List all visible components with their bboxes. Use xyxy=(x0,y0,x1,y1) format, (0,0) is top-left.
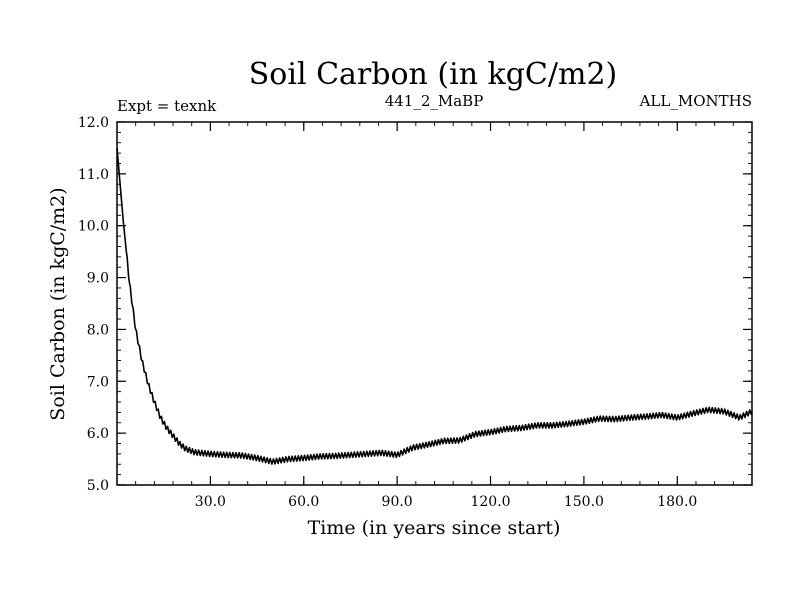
y-axis: 5.0 6.0 7.0 8.0 9.0 10.0 11.0 12.0 xyxy=(78,115,752,494)
y-tick-label: 10.0 xyxy=(78,219,109,235)
y-tick-label: 8.0 xyxy=(87,322,109,338)
soil-carbon-series-line xyxy=(116,147,753,465)
x-axis: 30.0 60.0 90.0 120.0 150.0 180.0 xyxy=(135,122,753,510)
y-axis-label: Soil Carbon (in kgC/m2) xyxy=(47,187,69,420)
y-tick-label: 7.0 xyxy=(87,374,109,390)
chart-title: Soil Carbon (in kgC/m2) xyxy=(249,57,617,92)
x-tick-label: 90.0 xyxy=(382,494,413,510)
x-axis-label: Time (in years since start) xyxy=(308,517,561,539)
period-label: 441_2_MaBP xyxy=(385,92,484,110)
y-tick-label: 11.0 xyxy=(78,167,109,183)
plot-frame xyxy=(116,121,753,486)
x-tick-label: 60.0 xyxy=(288,494,319,510)
y-tick-label: 6.0 xyxy=(87,426,109,442)
y-tick-label: 5.0 xyxy=(87,478,109,494)
plot-area: 5.0 6.0 7.0 8.0 9.0 10.0 11.0 12.0 30.0 60.0 90.0… xyxy=(78,115,753,510)
x-tick-label: 120.0 xyxy=(470,494,510,510)
x-tick-label: 30.0 xyxy=(195,494,226,510)
x-tick-label: 150.0 xyxy=(564,494,604,510)
y-tick-label: 12.0 xyxy=(78,115,109,131)
experiment-label: Expt = texnk xyxy=(117,97,217,115)
months-label: ALL_MONTHS xyxy=(639,92,752,110)
x-tick-label: 180.0 xyxy=(657,494,697,510)
y-tick-label: 9.0 xyxy=(87,271,109,287)
